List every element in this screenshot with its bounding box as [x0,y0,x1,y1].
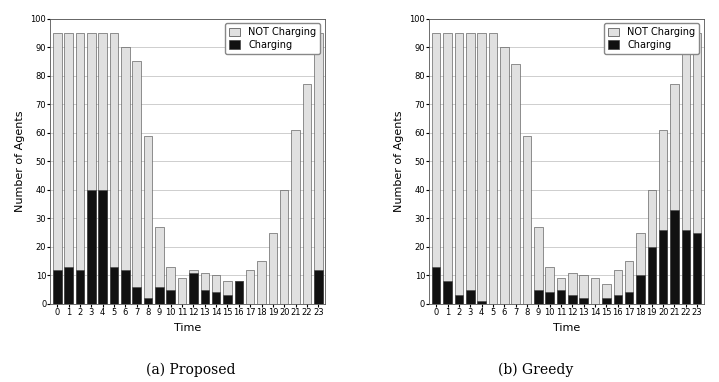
Bar [155,287,164,304]
Bar [591,278,600,304]
Bar [670,84,679,304]
Bar [466,290,475,304]
X-axis label: Time: Time [553,323,580,333]
Bar [234,281,243,304]
Bar [636,233,645,304]
Bar [534,290,543,304]
Bar [682,230,690,304]
Bar [53,270,62,304]
Bar [314,270,323,304]
Bar [546,267,554,304]
Bar [223,295,232,304]
Text: (a) Proposed: (a) Proposed [146,363,235,377]
Bar [454,33,463,304]
Bar [167,267,175,304]
Bar [314,33,323,304]
Bar [568,295,577,304]
Bar [201,290,209,304]
Bar [189,272,198,304]
Bar [534,227,543,304]
Bar [568,272,577,304]
Bar [144,298,152,304]
Bar [444,33,452,304]
Bar [648,190,656,304]
Bar [603,298,610,304]
Bar [625,293,633,304]
Bar [132,61,141,304]
Bar [99,33,107,304]
Bar [189,270,198,304]
Bar [234,281,243,304]
Bar [269,233,277,304]
Bar [603,284,610,304]
Bar [557,278,565,304]
Bar [246,270,255,304]
Bar [121,47,129,304]
Bar [75,33,84,304]
Bar [65,33,73,304]
Bar [557,290,565,304]
Bar [212,293,221,304]
Bar [511,64,520,304]
Bar [444,281,452,304]
Bar [167,290,175,304]
Bar [659,230,667,304]
Bar [613,295,622,304]
Bar [178,278,186,304]
Bar [613,270,622,304]
Bar [625,261,633,304]
Bar [432,267,441,304]
Bar [87,190,96,304]
Legend: NOT Charging, Charging: NOT Charging, Charging [604,23,699,54]
Bar [670,210,679,304]
Text: (b) Greedy: (b) Greedy [498,363,573,377]
Bar [223,281,232,304]
Bar [212,275,221,304]
Bar [291,130,300,304]
Bar [53,33,62,304]
Bar [693,233,702,304]
Bar [87,33,96,304]
Bar [65,267,73,304]
X-axis label: Time: Time [174,323,201,333]
Bar [132,287,141,304]
Bar [110,33,118,304]
Bar [257,261,266,304]
Y-axis label: Number of Agents: Number of Agents [394,110,404,212]
Bar [110,267,118,304]
Bar [489,33,498,304]
Bar [75,270,84,304]
Bar [636,275,645,304]
Bar [144,136,152,304]
Bar [454,295,463,304]
Bar [466,33,475,304]
Bar [477,301,486,304]
Bar [682,47,690,304]
Bar [523,136,531,304]
Bar [155,227,164,304]
Bar [546,293,554,304]
Bar [121,270,129,304]
Bar [580,275,588,304]
Bar [648,247,656,304]
Bar [693,33,702,304]
Bar [303,84,311,304]
Bar [477,33,486,304]
Bar [580,298,588,304]
Bar [201,272,209,304]
Bar [500,47,508,304]
Bar [432,33,441,304]
Bar [659,130,667,304]
Y-axis label: Number of Agents: Number of Agents [15,110,25,212]
Legend: NOT Charging, Charging: NOT Charging, Charging [225,23,320,54]
Bar [99,190,107,304]
Bar [280,190,288,304]
